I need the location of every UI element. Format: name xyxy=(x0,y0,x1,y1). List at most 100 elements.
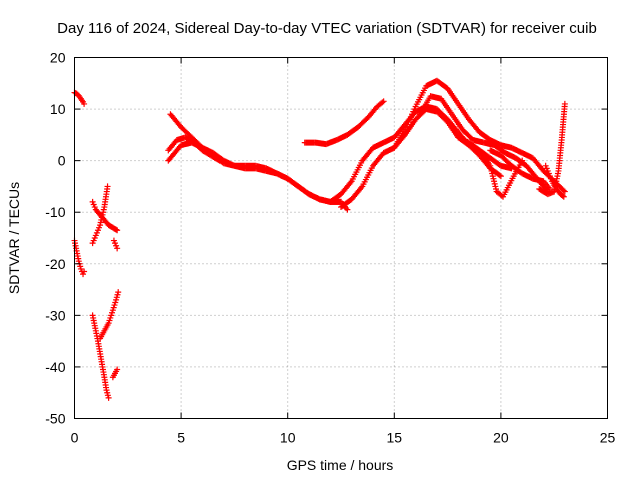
data-point-run xyxy=(349,159,365,182)
data-point xyxy=(114,227,121,234)
data-point-run xyxy=(467,117,482,134)
y-tick-label: -40 xyxy=(45,359,65,375)
data-point xyxy=(216,157,223,164)
data-point-run xyxy=(375,99,386,109)
data-point-run xyxy=(418,95,433,116)
data-point-run xyxy=(558,103,568,141)
data-point-run xyxy=(183,135,196,145)
data-point-run xyxy=(366,104,380,119)
series-arc-10 xyxy=(165,139,344,205)
y-tick-label: -10 xyxy=(45,204,65,220)
data-point-run xyxy=(435,78,450,91)
data-point xyxy=(105,394,112,401)
series-arc-4 xyxy=(89,183,111,247)
y-tick-label: -30 xyxy=(45,307,65,323)
tick-layer: 0 5 10 15 20 25 -50 -40 -30 -20 -10 0 10 20 xyxy=(45,50,615,446)
data-point xyxy=(497,173,504,180)
data-point-run xyxy=(101,376,110,391)
data-point-run xyxy=(106,222,115,231)
data-point-run xyxy=(104,389,111,399)
data-point-run xyxy=(356,114,371,129)
data-point xyxy=(81,100,88,107)
data-point-run xyxy=(285,176,301,189)
x-tick-label: 15 xyxy=(387,430,403,446)
data-point-run xyxy=(113,291,121,301)
data-point-run xyxy=(555,139,565,172)
data-point-run xyxy=(509,163,525,176)
data-point-run xyxy=(413,85,429,108)
series-arc-7 xyxy=(97,289,122,342)
data-point-run xyxy=(487,165,499,193)
data-point-run xyxy=(296,184,311,197)
data-point xyxy=(561,100,568,107)
data-point-run xyxy=(558,192,566,199)
data-point-run xyxy=(90,314,98,327)
series-arc-3 xyxy=(89,198,121,234)
series-arc-20 xyxy=(542,162,567,200)
data-point-run xyxy=(554,187,563,196)
series-arc-8 xyxy=(109,366,121,381)
series-arc-12 xyxy=(301,98,387,148)
data-point-run xyxy=(110,225,120,233)
data-point-run xyxy=(110,299,119,311)
data-point xyxy=(560,193,567,200)
data-point-run xyxy=(72,240,80,252)
data-point-run xyxy=(550,180,559,191)
series-arc-15 xyxy=(391,77,568,195)
data-point-run xyxy=(501,175,516,198)
data-point-run xyxy=(112,240,120,249)
data-point-run xyxy=(531,156,546,173)
x-tick-label: 25 xyxy=(600,430,616,446)
data-point xyxy=(380,98,387,105)
x-tick-label: 5 xyxy=(177,430,185,446)
data-point-run xyxy=(192,140,205,153)
data-point-run xyxy=(110,368,120,379)
series-arc-5 xyxy=(110,237,121,252)
data-point-run xyxy=(101,186,111,208)
data-point-run xyxy=(360,146,375,163)
series-arc-6 xyxy=(89,312,112,401)
data-point-run xyxy=(492,143,507,156)
data-point xyxy=(338,198,344,205)
data-point-run xyxy=(339,179,354,196)
data-point-run xyxy=(392,128,407,149)
grid-layer xyxy=(74,57,608,419)
series-arc-18 xyxy=(487,147,553,193)
data-point-run xyxy=(435,109,450,124)
y-tick-label: 20 xyxy=(50,50,66,66)
data-point-run xyxy=(360,165,375,188)
data-point-run xyxy=(90,235,98,244)
y-axis-title: SDTVAR / TECUs xyxy=(6,182,22,294)
data-point xyxy=(81,268,88,275)
data-point-run xyxy=(339,197,354,210)
data-point-run xyxy=(98,358,107,378)
series-arc-2 xyxy=(71,237,88,278)
data-point-run xyxy=(97,206,107,226)
data-point-run xyxy=(90,201,98,211)
data-point-run xyxy=(445,87,461,106)
data-point-run xyxy=(371,151,386,168)
data-point-run xyxy=(74,250,82,262)
data-point-run xyxy=(403,118,418,137)
data-point-run xyxy=(166,143,183,163)
data-point-run xyxy=(543,165,555,182)
series-arc-17 xyxy=(455,134,526,200)
data-point-run xyxy=(477,130,493,143)
y-tick-label: 10 xyxy=(50,101,66,117)
chart-title: Day 116 of 2024, Sidereal Day-to-day VTE… xyxy=(57,20,597,37)
data-point-run xyxy=(477,149,493,168)
data-point-run xyxy=(445,120,461,139)
x-tick-label: 10 xyxy=(280,430,296,446)
data-point-run xyxy=(102,218,111,227)
data-point-run xyxy=(439,97,454,116)
data-point-run xyxy=(168,112,183,129)
y-tick-label: -50 xyxy=(45,411,65,427)
data-point-run xyxy=(467,140,482,153)
data-point-run xyxy=(179,125,194,140)
data-point xyxy=(114,245,121,252)
data-point xyxy=(104,183,111,190)
data-point-run xyxy=(95,340,104,360)
data-layer xyxy=(71,77,568,401)
data-point-run xyxy=(102,322,111,332)
